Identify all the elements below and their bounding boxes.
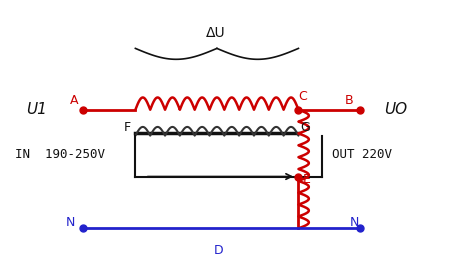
- Text: C: C: [298, 90, 307, 103]
- Text: D: D: [213, 244, 223, 257]
- Text: G: G: [301, 121, 310, 134]
- Text: IN  190-250V: IN 190-250V: [15, 148, 105, 161]
- Text: U1: U1: [26, 102, 46, 117]
- Text: E: E: [303, 173, 311, 186]
- Text: A: A: [70, 94, 78, 107]
- Text: B: B: [345, 94, 354, 107]
- Text: OUT 220V: OUT 220V: [331, 148, 392, 161]
- Text: F: F: [124, 121, 131, 134]
- Text: UO: UO: [384, 102, 407, 117]
- Text: ΔU: ΔU: [206, 26, 226, 40]
- Text: N: N: [66, 216, 75, 229]
- Text: N: N: [349, 216, 359, 229]
